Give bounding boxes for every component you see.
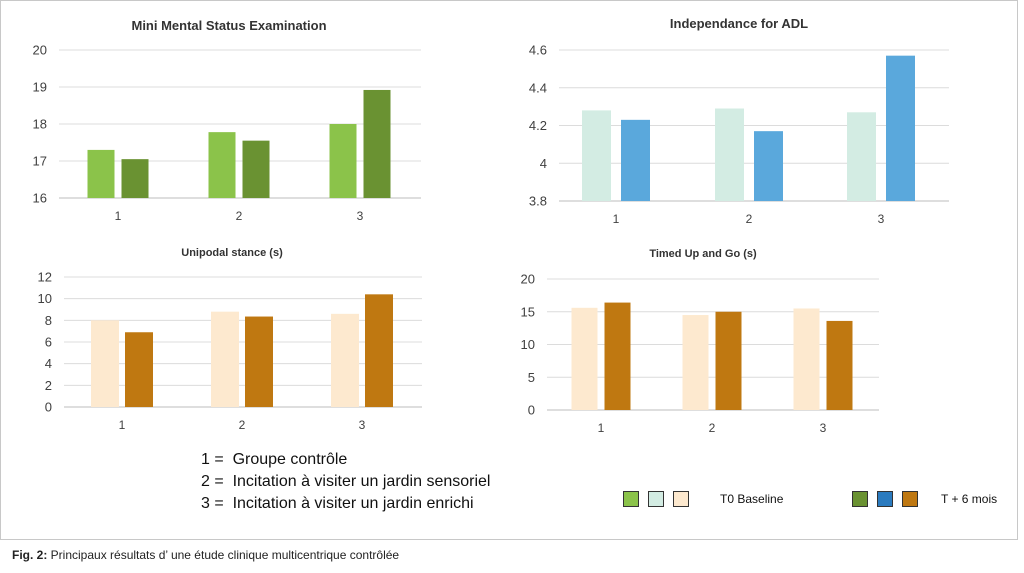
y-tick-label: 19 xyxy=(33,80,47,95)
y-tick-label: 4.4 xyxy=(529,80,547,95)
bar-followup-2 xyxy=(245,316,273,407)
y-tick-label: 2 xyxy=(45,378,52,393)
baseline-swatch-mmse xyxy=(623,491,639,507)
plot-area: 3.8 4 4.2 4.4 4.6 1 2 3 xyxy=(529,43,949,226)
y-tick-label: 15 xyxy=(521,304,535,319)
group-legend: 1 = Groupe contrôle 2 = Incitation à vis… xyxy=(201,449,490,515)
y-tick-label: 4.6 xyxy=(529,43,547,58)
chart-title: Mini Mental Status Examination xyxy=(131,18,326,33)
x-tick-label: 1 xyxy=(598,421,605,435)
y-tick-label: 12 xyxy=(38,270,52,285)
x-tick-label: 2 xyxy=(236,209,243,223)
bar-baseline-2 xyxy=(211,311,239,407)
x-tick-label: 2 xyxy=(709,421,716,435)
bar-followup-1 xyxy=(604,302,631,410)
baseline-color-key: T0 Baseline xyxy=(623,487,783,511)
y-tick-label: 16 xyxy=(33,191,47,206)
group-legend-line: 3 = Incitation à visiter un jardin enric… xyxy=(201,495,474,512)
figure-caption: Fig. 2: Principaux résultats d’ une étud… xyxy=(12,548,399,562)
x-tick-label: 2 xyxy=(746,212,753,226)
x-tick-label: 3 xyxy=(359,418,366,432)
figure-frame: Mini Mental Status Examination 16 17 18 19 2… xyxy=(0,0,1018,540)
bar-followup-3 xyxy=(886,55,915,201)
x-tick-label: 3 xyxy=(878,212,885,226)
bar-followup-2 xyxy=(754,131,783,201)
bar-followup-2 xyxy=(715,311,742,410)
caption-text: Principaux résultats d’ une étude cliniq… xyxy=(47,548,400,562)
plot-area: 16 17 18 19 20 1 2 3 xyxy=(33,43,421,223)
timed-up-and-go-chart: Timed Up and Go (s) 0 5 10 15 20 1 2 3 xyxy=(521,248,879,435)
bar-followup-1 xyxy=(121,159,149,198)
group-legend-line: 2 = Incitation à visiter un jardin senso… xyxy=(201,473,491,490)
bar-baseline-1 xyxy=(87,149,115,198)
baseline-swatch-adl xyxy=(648,491,664,507)
y-tick-label: 18 xyxy=(33,117,47,132)
x-tick-label: 1 xyxy=(613,212,620,226)
y-tick-label: 0 xyxy=(45,400,52,415)
bar-baseline-3 xyxy=(793,308,820,410)
bar-baseline-3 xyxy=(329,124,357,198)
mmse-chart: Mini Mental Status Examination 16 17 18 19 2… xyxy=(33,18,421,223)
bar-followup-3 xyxy=(826,320,853,410)
chart-title: Timed Up and Go (s) xyxy=(649,248,757,260)
y-tick-label: 4 xyxy=(45,356,52,371)
y-tick-label: 17 xyxy=(33,154,47,169)
y-tick-label: 6 xyxy=(45,335,52,350)
y-tick-label: 10 xyxy=(38,291,52,306)
bar-baseline-1 xyxy=(91,320,119,407)
bar-baseline-3 xyxy=(847,112,876,201)
y-tick-label: 3.8 xyxy=(529,194,547,209)
x-tick-label: 3 xyxy=(357,209,364,223)
y-tick-label: 20 xyxy=(33,43,47,58)
y-tick-label: 0 xyxy=(528,403,535,418)
y-tick-label: 10 xyxy=(521,337,535,352)
x-tick-label: 2 xyxy=(239,418,246,432)
followup-color-key: T + 6 mois xyxy=(852,487,997,511)
followup-swatch-physical xyxy=(902,491,918,507)
y-tick-label: 8 xyxy=(45,313,52,328)
bar-followup-3 xyxy=(365,294,393,407)
group-legend-line: 1 = Groupe contrôle xyxy=(201,451,348,468)
bar-baseline-1 xyxy=(571,307,598,410)
bar-followup-3 xyxy=(363,89,391,198)
followup-swatch-adl xyxy=(877,491,893,507)
y-tick-label: 4.2 xyxy=(529,118,547,133)
adl-chart: Independance for ADL 3.8 4 4.2 4.4 4.6 1 2 3 xyxy=(529,16,949,226)
bar-baseline-2 xyxy=(682,315,709,410)
x-tick-label: 1 xyxy=(115,209,122,223)
bar-followup-1 xyxy=(125,332,153,407)
plot-area: 0 5 10 15 20 1 2 3 xyxy=(521,272,879,435)
x-tick-label: 1 xyxy=(119,418,126,432)
bar-baseline-1 xyxy=(582,110,611,201)
baseline-swatch-physical xyxy=(673,491,689,507)
followup-key-label: T + 6 mois xyxy=(941,492,998,506)
bar-baseline-2 xyxy=(715,108,744,201)
bar-baseline-3 xyxy=(331,313,359,407)
y-tick-label: 5 xyxy=(528,370,535,385)
bar-followup-2 xyxy=(242,140,270,198)
y-tick-label: 4 xyxy=(540,156,547,171)
baseline-key-label: T0 Baseline xyxy=(720,492,784,506)
bar-baseline-2 xyxy=(208,132,236,198)
followup-swatch-mmse xyxy=(852,491,868,507)
caption-prefix: Fig. 2: xyxy=(12,548,48,562)
chart-title: Independance for ADL xyxy=(670,16,808,31)
bar-followup-1 xyxy=(621,119,650,201)
x-tick-label: 3 xyxy=(820,421,827,435)
chart-title: Unipodal stance (s) xyxy=(181,247,283,259)
y-tick-label: 20 xyxy=(521,272,535,287)
